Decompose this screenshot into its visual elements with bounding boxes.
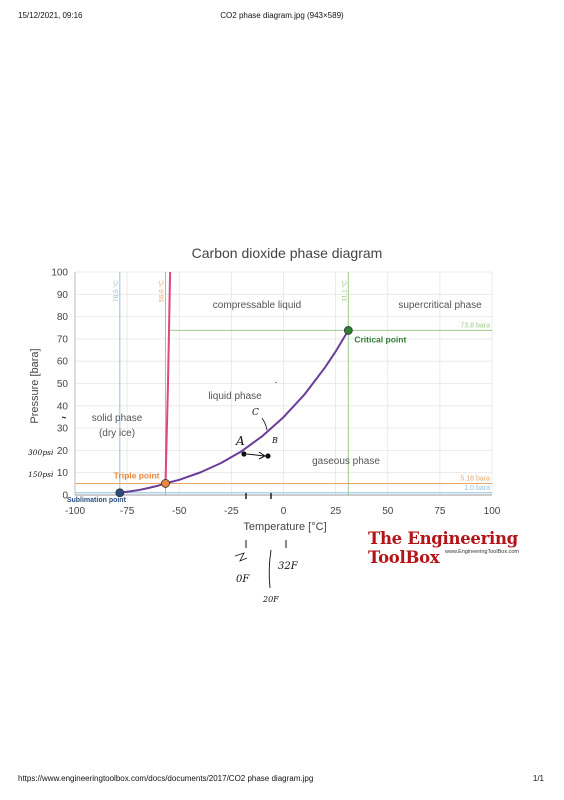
ref-line-vertical-label: 56.6 °C — [157, 280, 165, 302]
ref-line-horizontal-label: 5.18 bara — [460, 475, 490, 482]
brand-url: www.EngineeringToolBox.com — [445, 549, 519, 555]
x-tick-label: -25 — [224, 506, 239, 517]
annotation-arrow — [246, 451, 266, 460]
x-tick-label: -50 — [172, 506, 187, 517]
region-label-gaseous: gaseous phase — [312, 456, 380, 467]
footer-page-number: 1/1 — [532, 774, 544, 783]
x-tick-label: 50 — [382, 506, 394, 517]
annotation-150psi: 150psi — [28, 470, 54, 479]
brand-logo: The Engineering ToolBox — [368, 529, 518, 567]
annotation-c: C — [252, 408, 259, 418]
phase-point-marker — [115, 488, 125, 498]
hand-brace — [268, 549, 272, 589]
phase-point-label: Critical point — [354, 334, 406, 344]
x-tick-label: -75 — [120, 506, 135, 517]
ref-line-horizontal-label: 1.0 bara — [464, 485, 490, 492]
annotation-20f: 20F — [262, 595, 279, 604]
y-tick-label: 60 — [57, 357, 69, 368]
x-tick-label: 100 — [484, 506, 501, 517]
annotation-point-a — [241, 451, 247, 457]
x-tick-label: 75 — [434, 506, 446, 517]
ref-line-vertical-label: 31.1 °C — [340, 280, 348, 302]
annotation-0f: 0F — [236, 574, 250, 585]
x-tick-label: 0 — [281, 506, 287, 517]
ref-line-vertical-label: 78.5 °C — [112, 280, 120, 302]
hand-dash — [61, 416, 67, 419]
region-label-supercritical: supercritical phase — [398, 300, 482, 311]
vapor-pressure-curve — [119, 329, 350, 494]
footer-url: https://www.engineeringtoolbox.com/docs/… — [18, 774, 314, 783]
y-axis-label: Pressure [bara] — [29, 348, 41, 423]
annotation-point-b — [265, 453, 271, 459]
y-tick-label: 80 — [57, 312, 69, 323]
header-datetime: 15/12/2021, 09:16 — [18, 11, 83, 20]
x-tick-label: 25 — [330, 506, 342, 517]
region-label-dry-ice: (dry ice) — [99, 428, 135, 439]
axes — [74, 272, 492, 496]
y-tick-label: 20 — [57, 446, 69, 457]
annotation-32f: 32F — [278, 561, 299, 572]
annotation-b: B — [271, 436, 278, 445]
hand-scribble — [234, 552, 248, 562]
phase-points: Sublimation point Triple point Critical po… — [67, 326, 406, 504]
region-label-compressable-liquid: compressable liquid — [213, 300, 301, 311]
x-axis-label: Temperature [°C] — [243, 521, 326, 533]
phase-point-marker — [343, 326, 353, 335]
region-label-solid: solid phase — [92, 413, 143, 424]
phase-point-label: Triple point — [114, 470, 160, 480]
tick-labels: 0 10 20 30 40 50 60 70 80 90 100 -100 -75 -50 -25 0 25 50… — [51, 268, 500, 518]
header-title: CO2 phase diagram.jpg (943×589) — [220, 11, 344, 20]
y-tick-label: 30 — [57, 424, 69, 435]
annotation-a: A — [235, 434, 245, 448]
ref-line-horizontal-label: 73.8 bara — [460, 322, 490, 329]
phase-point-label: Sublimation point — [67, 497, 127, 504]
region-label-liquid: liquid phase — [208, 391, 262, 402]
y-tick-label: 0 — [62, 491, 68, 502]
melting-curve — [164, 271, 172, 484]
chart-title: Carbon dioxide phase diagram — [192, 245, 383, 261]
y-tick-label: 40 — [57, 401, 69, 412]
annotation-c-pointer — [261, 417, 268, 431]
handwritten-annotations: A B C 300psi 150psi 0F 32F 20F — [28, 382, 299, 604]
phase-curves — [119, 271, 350, 494]
x-tick-label: -100 — [65, 506, 85, 517]
annotation-300psi: 300psi — [28, 448, 54, 457]
y-tick-label: 90 — [57, 290, 69, 301]
y-tick-label: 50 — [57, 379, 69, 390]
phase-point-marker — [161, 479, 170, 488]
y-tick-label: 100 — [51, 268, 68, 279]
y-tick-label: 70 — [57, 334, 69, 345]
y-tick-label: 10 — [57, 468, 69, 479]
